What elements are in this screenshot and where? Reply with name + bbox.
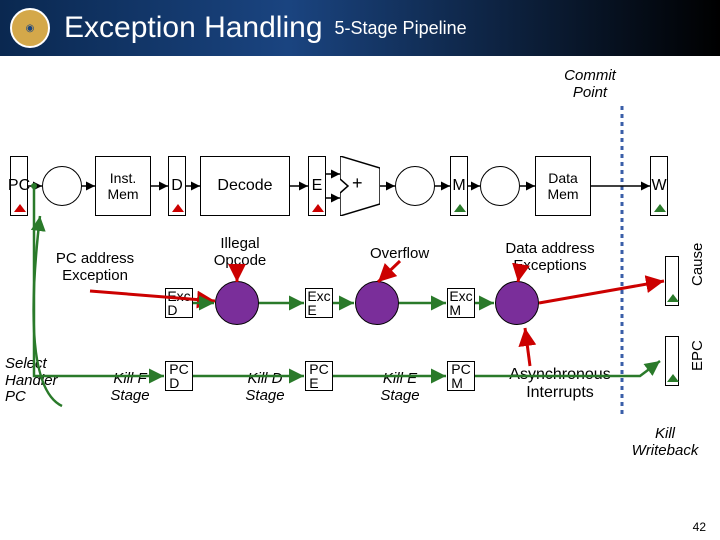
reg-pc: PC (10, 156, 28, 216)
epc-label: EPC (690, 340, 707, 371)
reg-pc-d: PC D (165, 361, 193, 391)
reg-d-label: D (171, 177, 183, 195)
reg-m: M (450, 156, 468, 216)
reg-pc-e: PC E (305, 361, 333, 391)
block-decode: Decode (200, 156, 290, 216)
exc-illegal: Illegal Opcode (205, 236, 275, 269)
kill-f: Kill F Stage (100, 371, 160, 404)
reg-e: E (308, 156, 326, 216)
kill-e: Kill E Stage (370, 371, 430, 404)
kill-wb: Kill Writeback (620, 426, 710, 459)
reg-m-label: M (452, 177, 465, 195)
reg-pc-m: PC M (447, 361, 475, 391)
logo: ◉ (10, 8, 50, 48)
diagram-canvas: Commit Point PC Inst. Mem D Decode E + M… (0, 56, 720, 540)
oval-1 (42, 166, 82, 206)
reg-pc-label: PC (8, 177, 30, 195)
mux-exc-d (215, 281, 259, 325)
exc-pc-addr: PC address Exception (40, 251, 150, 284)
reg-epc (665, 336, 679, 386)
select-handler-label: Select Handler PC (5, 356, 75, 406)
mux-exc-e (355, 281, 399, 325)
page-subtitle: 5-Stage Pipeline (335, 18, 467, 39)
reg-exc-m: Exc M (447, 288, 475, 318)
kill-d: Kill D Stage (235, 371, 295, 404)
reg-cause (665, 256, 679, 306)
reg-e-label: E (312, 177, 323, 195)
oval-3 (480, 166, 520, 206)
oval-2 (395, 166, 435, 206)
reg-exc-e: Exc E (305, 288, 333, 318)
async-interrupts: Asynchronous Interrupts (490, 366, 630, 401)
page-number: 42 (693, 520, 706, 534)
reg-d: D (168, 156, 186, 216)
page-title: Exception Handling (64, 11, 323, 45)
mux-exc-m (495, 281, 539, 325)
commit-point-label: Commit Point (550, 68, 630, 101)
exc-overflow: Overflow (370, 246, 429, 263)
header: ◉ Exception Handling 5-Stage Pipeline (0, 0, 720, 56)
reg-w: W (650, 156, 668, 216)
exc-data-addr: Data address Exceptions (490, 241, 610, 274)
reg-w-label: W (651, 177, 666, 195)
alu-plus: + (352, 174, 363, 194)
block-inst-mem: Inst. Mem (95, 156, 151, 216)
cause-label: Cause (690, 243, 707, 286)
block-data-mem: Data Mem (535, 156, 591, 216)
reg-exc-d: Exc D (165, 288, 193, 318)
